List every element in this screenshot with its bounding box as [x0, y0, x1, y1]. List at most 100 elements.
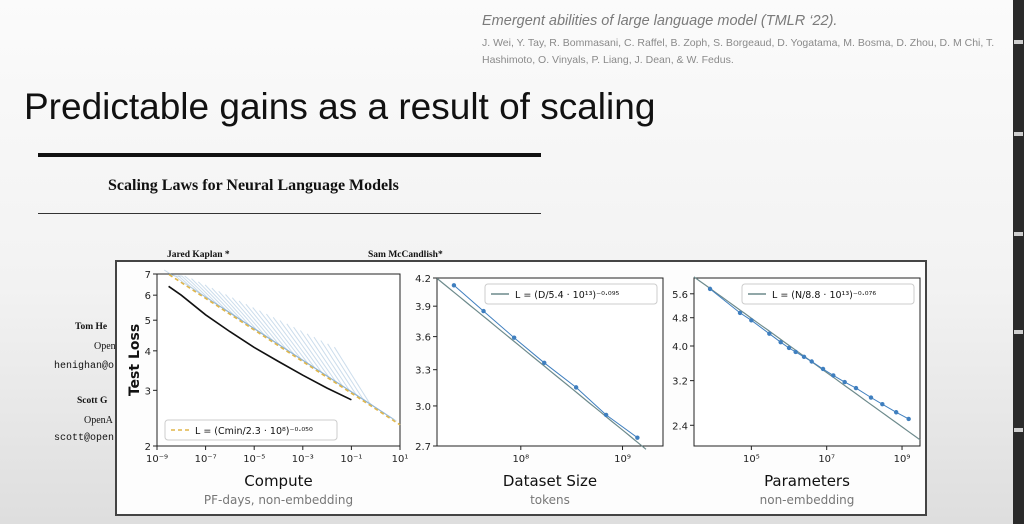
legend-box	[741, 283, 915, 305]
learning-curve	[252, 307, 331, 379]
learning-curve	[211, 287, 290, 353]
x-axis-subtitle: tokens	[530, 493, 570, 507]
citation-authors: J. Wei, Y. Tay, R. Bommasani, C. Raffel,…	[482, 37, 995, 66]
data-point	[737, 310, 743, 316]
learning-curve	[272, 317, 352, 392]
learning-curve	[306, 333, 386, 415]
x-axis-subtitle: non-embedding	[760, 493, 855, 507]
data-point	[635, 435, 640, 440]
x-axis-title: Dataset Size	[503, 472, 597, 490]
data-point	[511, 335, 517, 340]
data-point	[893, 410, 899, 415]
learning-curve	[191, 278, 270, 339]
x-tick-label: 10⁵	[743, 454, 760, 465]
learning-curve	[204, 284, 284, 348]
y-tick-label: 2.4	[672, 421, 688, 432]
data-point	[793, 349, 798, 355]
learning-curve	[259, 310, 338, 384]
y-axis-title: Test Loss	[127, 324, 143, 396]
side-email-2: scott@open	[54, 433, 115, 444]
y-tick-label: 3.6	[415, 333, 431, 344]
learning-curve	[286, 323, 365, 401]
side-author-2: Scott G	[77, 396, 108, 406]
x-tick-label: 10⁹	[894, 454, 911, 465]
side-author-1: Tom He	[75, 322, 108, 332]
x-tick-label: 10⁻⁷	[195, 454, 217, 465]
legend-box	[484, 283, 658, 305]
data-point	[786, 345, 792, 351]
paper-author-2: Sam McCandlish*	[368, 250, 443, 260]
learning-curve	[313, 336, 392, 419]
side-affiliation-2: OpenA	[84, 415, 113, 426]
learning-curve	[177, 275, 256, 330]
data-point	[573, 385, 579, 390]
learning-curve	[231, 297, 311, 366]
y-tick-label: 3.2	[672, 377, 688, 388]
data-point	[778, 339, 783, 345]
plot-frame	[156, 273, 401, 447]
y-tick-label: 3.3	[415, 366, 431, 377]
learning-curve	[218, 290, 297, 357]
data-point	[809, 359, 814, 364]
data-point	[707, 286, 713, 292]
data-point	[603, 412, 609, 418]
paper-author-1: Jared Kaplan *	[167, 250, 230, 260]
data-point	[842, 379, 847, 385]
y-tick-label: 3.9	[415, 302, 431, 313]
fit-line	[436, 277, 647, 450]
legend-label: L = (D/5.4 · 10¹³)⁻⁰·⁰⁹⁵	[515, 290, 620, 301]
x-tick-label: 10⁻¹	[340, 454, 362, 465]
learning-curve	[164, 269, 243, 322]
learning-curve	[170, 274, 250, 326]
data-point	[481, 308, 486, 314]
y-tick-label: 4	[145, 347, 151, 358]
learning-curve	[238, 300, 318, 370]
learning-curve	[327, 343, 394, 420]
citation-title: Emergent abilities of large language mod…	[482, 13, 838, 29]
learning-curve	[245, 303, 324, 375]
y-tick-label: 4.0	[672, 342, 688, 353]
learning-curve	[320, 340, 395, 421]
x-axis-title: Parameters	[764, 472, 850, 490]
learning-curve	[197, 281, 277, 344]
data-point	[853, 385, 859, 391]
learning-curve	[299, 330, 379, 410]
slide-title: Predictable gains as a result of scaling	[24, 86, 656, 127]
x-axis-subtitle: PF-days, non-embedding	[204, 493, 353, 507]
data-point	[801, 354, 807, 360]
y-tick-label: 6	[145, 291, 151, 302]
x-tick-label: 10⁻⁵	[243, 454, 265, 465]
side-affiliation-1: Open	[94, 341, 116, 352]
y-tick-label: 3	[145, 386, 151, 397]
learning-curve	[279, 320, 358, 397]
compute-envelope	[168, 285, 352, 401]
y-tick-label: 4.8	[672, 314, 688, 325]
data-point	[451, 283, 457, 288]
legend-box	[164, 419, 338, 441]
y-tick-label: 2	[145, 442, 151, 453]
plot-frame	[436, 277, 664, 447]
y-tick-label: 7	[145, 270, 151, 281]
y-tick-label: 2.7	[415, 442, 431, 453]
learning-curves	[164, 269, 397, 422]
window-edge	[1013, 0, 1024, 524]
data-point	[542, 360, 547, 366]
learning-curve	[333, 346, 397, 422]
data-point	[906, 416, 911, 422]
data-point	[831, 373, 836, 378]
learning-curve	[225, 294, 304, 361]
data-point	[749, 318, 754, 323]
x-tick-label: 10⁻⁹	[146, 454, 168, 465]
paper-top-rule	[38, 153, 541, 157]
learning-curve	[265, 313, 345, 388]
learning-curve	[184, 275, 263, 335]
y-tick-label: 4.2	[415, 274, 431, 285]
learning-curve	[293, 326, 372, 406]
x-tick-label: 10⁸	[512, 454, 529, 465]
legend-label: L = (N/8.8 · 10¹³)⁻⁰·⁰⁷⁶	[772, 290, 876, 301]
y-tick-label: 5.6	[672, 290, 688, 301]
charts-svg: 10⁻⁹ 10⁻⁷ 10⁻⁵ 10⁻³ 10⁻¹ 10¹ 2 3 4 5 6 7 L = (Cmin/2…	[127, 269, 921, 507]
y-tick-label: 5	[145, 316, 151, 327]
scaling-law-charts: 10⁻⁹ 10⁻⁷ 10⁻⁵ 10⁻³ 10⁻¹ 10¹ 2 3 4 5 6 7 L = (Cmin/2…	[115, 260, 927, 516]
